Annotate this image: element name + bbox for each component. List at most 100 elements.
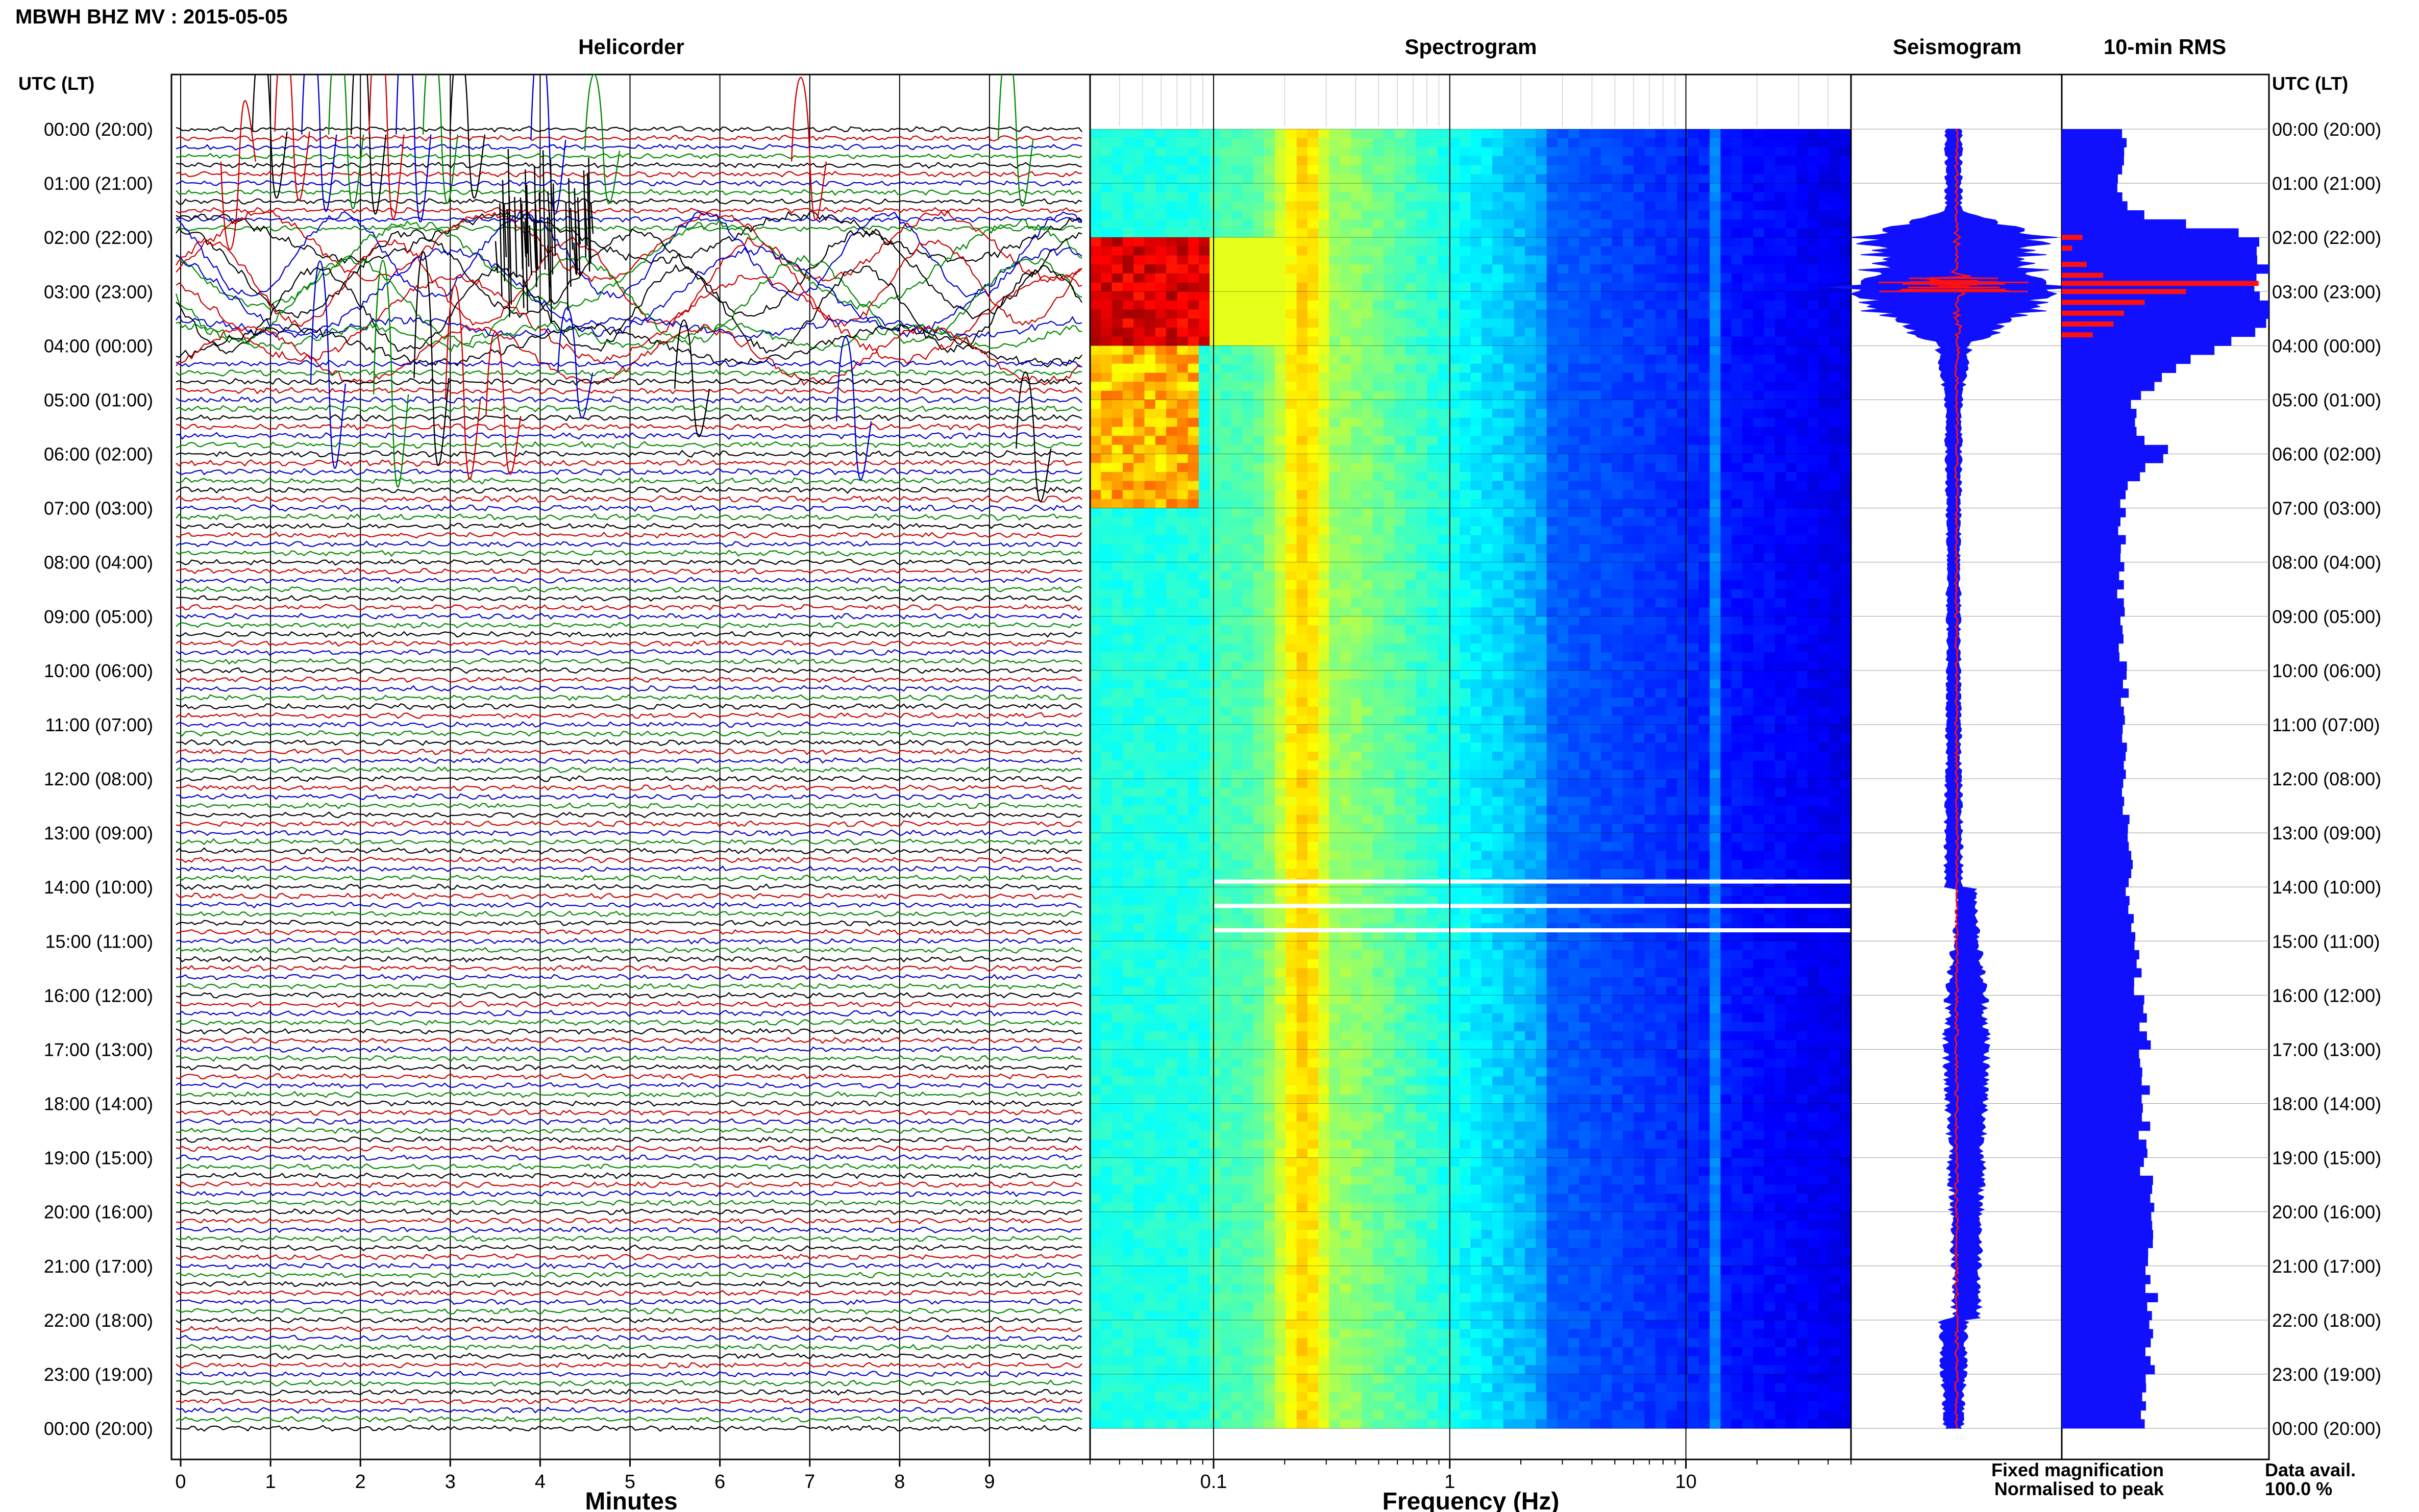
spectrogram-cell [1177,688,1189,698]
spectrogram-cell [1231,580,1243,590]
spectrogram-cell [1666,382,1677,391]
spectrogram-cell [1514,580,1525,590]
spectrogram-cell [1710,409,1721,418]
spectrogram-cell [1470,165,1482,175]
spectrogram-cell [1405,715,1417,725]
spectrogram-cell [1372,598,1384,608]
spectrogram-cell [1546,535,1558,544]
spectrogram-cell [1514,706,1525,716]
spectrogram-cell [1525,282,1536,292]
spectrogram-cell [1829,400,1841,409]
helicorder-trace [176,228,1082,319]
spectrogram-cell [1796,318,1808,328]
spectrogram-cell [1644,652,1656,662]
spectrogram-cell [1242,580,1254,590]
spectrogram-cell [1612,535,1623,544]
spectrogram-cell [1264,291,1275,301]
spectrogram-cell [1590,679,1601,689]
spectrogram-cell [1698,670,1710,680]
spectrogram-cell [1796,526,1808,536]
spectrogram-cell [1829,598,1841,608]
spectrogram-cell [1296,688,1308,698]
spectrogram-cell [1677,219,1689,229]
spectrogram-cell [1492,363,1503,373]
spectrogram-cell [1710,300,1721,310]
spectrogram-cell [1731,237,1743,247]
spectrogram-cell [1307,598,1319,608]
spectrogram-cell [1242,463,1254,473]
spectrogram-cell [1514,138,1525,147]
spectrogram-cell [1764,165,1775,175]
spectrogram-cell [1655,129,1667,139]
spectrogram-cell [1840,544,1852,554]
spectrogram-cell [1622,679,1634,689]
spectrogram-cell [1622,553,1634,563]
spectrogram-cell [1307,336,1319,346]
spectrogram-cell [1307,580,1319,590]
spectrogram-cell [1329,328,1341,337]
spectrogram-cell [1742,544,1754,554]
spectrogram-cell [1546,670,1558,680]
spectrogram-cell [1122,481,1134,490]
spectrogram-cell [1677,499,1689,509]
spectrogram-cell [1796,517,1808,527]
spectrogram-cell [1688,598,1699,608]
spectrogram-cell [1318,436,1330,445]
spectrogram-cell [1372,472,1384,482]
spectrogram-cell [1634,192,1645,202]
spectrogram-cell [1666,580,1677,590]
spectrogram-cell [1296,463,1308,473]
spectrogram-cell [1666,517,1677,527]
spectrogram-cell [1601,526,1612,536]
spectrogram-cell [1090,436,1101,445]
spectrogram-cell [1188,517,1199,527]
spectrogram-cell [1329,571,1341,581]
spectrogram-cell [1742,201,1754,211]
spectrogram-cell [1427,373,1439,382]
spectrogram-cell [1427,670,1439,680]
spectrogram-cell [1807,309,1819,319]
spectrogram-cell [1264,481,1275,490]
spectrogram-cell [1753,517,1765,527]
spectrogram-cell [1840,409,1852,418]
spectrogram-cell [1546,697,1558,707]
spectrogram-cell [1220,400,1232,409]
spectrogram-cell [1340,697,1351,707]
spectrogram-cell [1199,282,1210,292]
spectrogram-cell [1210,733,1221,743]
spectrogram-cell [1546,463,1558,473]
spectrogram-cell [1090,417,1101,428]
spectrogram-cell [1655,463,1667,473]
spectrogram-cell [1786,336,1797,346]
spectrogram-cell [1286,273,1297,283]
spectrogram-cell [1655,652,1667,662]
spectrogram-cell [1384,246,1395,256]
spectrogram-cell [1612,210,1623,220]
spectrogram-cell [1155,282,1167,292]
spectrogram-cell [1220,643,1232,653]
spectrogram-cell [1144,390,1156,400]
spectrogram-cell [1818,282,1830,292]
spectrogram-cell [1634,472,1645,482]
spectrogram-cell [1210,670,1221,680]
spectrogram-cell [1590,436,1601,445]
spectrogram-cell [1742,328,1754,337]
helicorder-trace [176,992,1082,999]
spectrogram-cell [1731,192,1743,202]
spectrogram-cell [1394,183,1406,193]
spectrogram-cell [1231,697,1243,707]
spectrogram-cell [1286,355,1297,364]
spectrogram-cell [1275,273,1286,283]
spectrogram-cell [1199,481,1210,490]
spectrogram-cell [1503,336,1515,346]
spectrogram-cell [1634,355,1645,364]
spectrogram-cell [1329,382,1341,391]
spectrogram-cell [1372,544,1384,554]
spectrogram-cell [1275,661,1286,671]
spectrogram-cell [1155,228,1167,238]
spectrogram-cell [1351,237,1363,247]
spectrogram-cell [1666,228,1677,238]
spectrogram-cell [1384,661,1395,671]
spectrogram-cell [1786,427,1797,436]
spectrogram-cell [1101,255,1113,265]
